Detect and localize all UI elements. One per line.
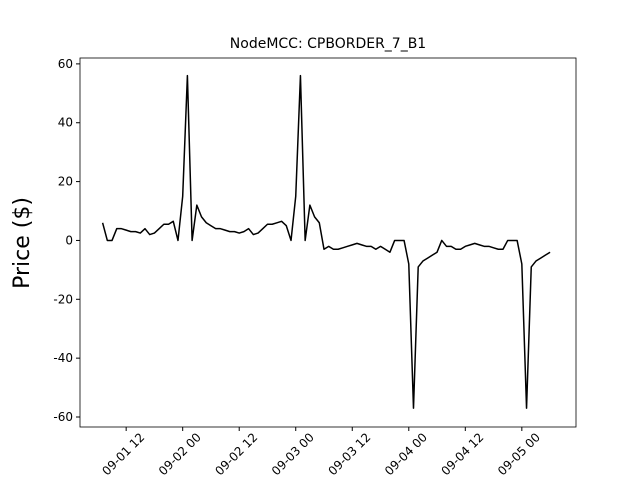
x-tick-label: 09-01 12 xyxy=(99,430,147,478)
x-tick-label: 09-02 00 xyxy=(156,430,204,478)
y-axis-label: Price ($) xyxy=(10,197,35,289)
y-tick-label: -40 xyxy=(53,351,73,365)
x-tick-label: 09-04 12 xyxy=(438,430,486,478)
y-tick-label: 0 xyxy=(65,233,73,247)
x-tick-label: 09-03 12 xyxy=(325,430,373,478)
price-line xyxy=(101,74,551,409)
y-tick-label: -60 xyxy=(53,410,73,424)
x-tick-label: 09-05 00 xyxy=(495,430,543,478)
y-tick-label: 20 xyxy=(58,175,73,189)
y-tick-label: -20 xyxy=(53,292,73,306)
x-tick-label: 09-02 12 xyxy=(212,430,260,478)
plot-frame xyxy=(79,57,577,428)
y-tick-label: 40 xyxy=(58,116,73,130)
x-tick-label: 09-04 00 xyxy=(382,430,430,478)
chart-title: NodeMCC: CPBORDER_7_B1 xyxy=(230,36,426,52)
y-tick-label: 60 xyxy=(58,57,73,71)
x-tick-label: 09-03 00 xyxy=(269,430,317,478)
